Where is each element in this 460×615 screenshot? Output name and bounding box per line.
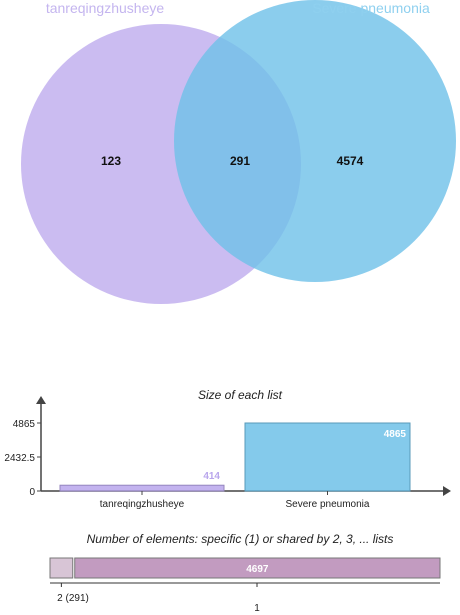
set-b-name: Severe pneumonia — [312, 0, 430, 16]
only-a-count: 123 — [101, 154, 121, 168]
set-a-name: tanreqingzhusheye — [46, 0, 165, 16]
segment — [74, 557, 441, 579]
venn-diagram: tanreqingzhusheye Severe pneumonia 123 2… — [21, 0, 456, 304]
y-tick-label: 4865 — [13, 419, 36, 430]
y-tick-label: 2432.5 — [4, 453, 35, 464]
y-tick-group: 0 2432.5 4865 — [4, 419, 41, 498]
list-size-chart: Size of each list 0 2432.5 4865 414 tanreqi… — [4, 388, 451, 510]
x-axis-arrow — [443, 486, 451, 496]
x-tick-label: tanreqingzhusheye — [100, 499, 185, 510]
list-size-title: Size of each list — [198, 388, 283, 402]
bar — [59, 484, 225, 492]
only-b-count: 4574 — [337, 154, 364, 168]
bar-value-label: 4865 — [384, 429, 407, 440]
bar-value-label: 414 — [203, 471, 220, 482]
segment-tick-label: 2 (291) — [57, 593, 89, 604]
segment-group: 4697 2 (291) 1 — [49, 557, 441, 614]
shared-elements-chart: Number of elements: specific (1) or shar… — [49, 532, 441, 614]
y-axis-arrow — [36, 396, 46, 404]
y-tick-label: 0 — [29, 487, 35, 498]
bar — [244, 422, 411, 492]
segment — [49, 557, 74, 579]
segment-value-label: 4697 — [246, 564, 269, 575]
set-b-circle — [174, 0, 456, 282]
shared-count: 291 — [230, 154, 250, 168]
shared-elements-title: Number of elements: specific (1) or shar… — [87, 532, 394, 546]
x-tick-label: Severe pneumonia — [286, 499, 370, 510]
bar-group: 414 tanreqingzhusheye 4865 Severe pneumonia — [59, 422, 411, 510]
segment-tick-label: 1 — [254, 603, 260, 614]
